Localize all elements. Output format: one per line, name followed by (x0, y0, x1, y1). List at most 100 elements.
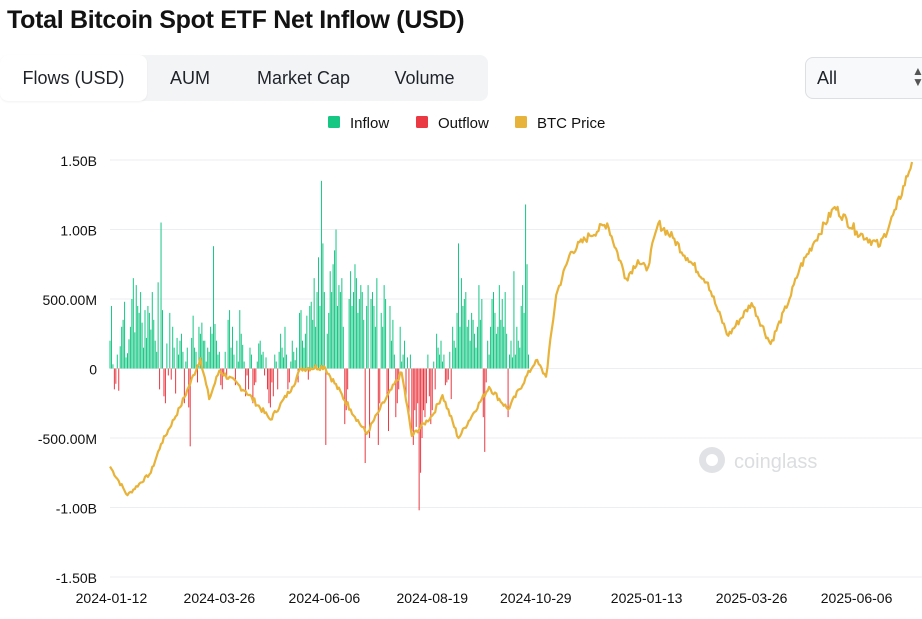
outflow-bar (175, 368, 177, 394)
inflow-bar (124, 301, 126, 369)
inflow-bar (144, 310, 146, 369)
inflow-bar (231, 326, 233, 369)
inflow-bar (334, 250, 336, 369)
inflow-bar (371, 292, 373, 369)
inflow-bar (523, 312, 525, 369)
inflow-bar (210, 326, 212, 369)
legend-swatch (416, 116, 428, 128)
inflow-bar (182, 351, 184, 369)
inflow-bar (293, 351, 295, 369)
outflow-bar (484, 368, 486, 452)
inflow-bar (513, 271, 515, 369)
outflow-bar (189, 368, 191, 447)
inflow-bar (351, 305, 353, 369)
inflow-bar (336, 305, 338, 369)
outflow-bar (417, 368, 419, 404)
inflow-bar (283, 357, 285, 369)
inflow-bar (495, 333, 497, 369)
inflow-bar (355, 278, 357, 369)
y-tick-label: -1.50B (56, 570, 97, 586)
inflow-bar (339, 292, 341, 369)
inflow-bar (475, 347, 477, 369)
outflow-bar (226, 368, 228, 380)
legend-swatch (515, 116, 527, 128)
outflow-bar (183, 368, 185, 404)
inflow-bar (229, 310, 231, 369)
inflow-bar (236, 340, 238, 369)
inflow-bar (361, 292, 363, 369)
legend-btc-price: BTC Price (515, 115, 605, 132)
outflow-bar (277, 368, 279, 390)
legend-outflow: Outflow (416, 115, 489, 132)
inflow-bar (185, 361, 187, 369)
y-tick-label: 0 (89, 362, 97, 378)
inflow-bar (172, 326, 174, 369)
inflow-bar (192, 315, 194, 369)
inflow-bar (318, 257, 320, 369)
outflow-bar (266, 368, 268, 390)
outflow-bar (430, 368, 432, 425)
tab-flows[interactable]: Flows (USD) (0, 55, 147, 101)
inflow-bar (313, 278, 315, 369)
inflow-bar (116, 354, 118, 369)
inflow-bar (329, 271, 331, 369)
outflow-bar (113, 368, 115, 390)
tab-volume[interactable]: Volume (394, 68, 455, 88)
outflow-bar (272, 368, 274, 397)
inflow-bar (173, 347, 175, 369)
x-tick-label: 2024-03-26 (184, 590, 256, 606)
inflow-bar (191, 337, 193, 369)
legend-swatch (328, 116, 340, 128)
inflow-bar (469, 340, 471, 369)
inflow-bar (284, 326, 286, 369)
inflow-bar (132, 278, 134, 369)
inflow-bar (506, 333, 508, 369)
inflow-bar (198, 326, 200, 369)
inflow-bar (510, 340, 512, 369)
outflow-bar (405, 368, 407, 397)
legend-label: BTC Price (537, 115, 605, 132)
inflow-bar (440, 340, 442, 369)
inflow-bar (511, 357, 513, 369)
inflow-bar (437, 347, 439, 369)
inflow-bar (331, 292, 333, 369)
inflow-bar (385, 299, 387, 369)
inflow-bar (455, 347, 457, 369)
inflow-bar (127, 353, 128, 369)
inflow-bar (160, 222, 162, 369)
inflow-bar (138, 312, 140, 369)
inflow-bar (207, 347, 209, 369)
outflow-bar (425, 368, 427, 404)
outflow-bar (170, 368, 172, 380)
inflow-bar (176, 337, 178, 369)
inflow-bar (256, 361, 258, 369)
outflow-bar (446, 368, 448, 383)
inflow-bar (109, 340, 111, 369)
x-tick-label: 2024-01-12 (76, 590, 148, 606)
outflow-bar (271, 368, 273, 383)
y-tick-label: -500.00M (38, 431, 97, 447)
outflow-bar (246, 368, 248, 376)
inflow-bar (309, 305, 311, 369)
inflow-bar (350, 271, 352, 369)
inflow-bar (131, 299, 133, 369)
time-range-value: All (817, 68, 838, 88)
inflow-bar (439, 354, 441, 369)
inflow-bar (204, 340, 206, 369)
outflow-bar (255, 368, 257, 383)
inflow-bar (320, 180, 322, 369)
outflow-bar (252, 368, 254, 404)
inflow-bar (122, 319, 124, 369)
outflow-bar (223, 368, 225, 376)
inflow-bar (427, 354, 429, 369)
inflow-bar (322, 243, 324, 369)
outflow-bar (234, 368, 236, 386)
time-range-select[interactable]: All ▲ ▼ (805, 57, 922, 99)
tab-market-cap[interactable]: Market Cap (256, 68, 351, 88)
inflow-bar (312, 319, 314, 369)
inflow-bar (459, 326, 461, 369)
inflow-bar (300, 310, 302, 369)
tab-aum[interactable]: AUM (170, 68, 210, 88)
btc-price-line (109, 161, 914, 497)
